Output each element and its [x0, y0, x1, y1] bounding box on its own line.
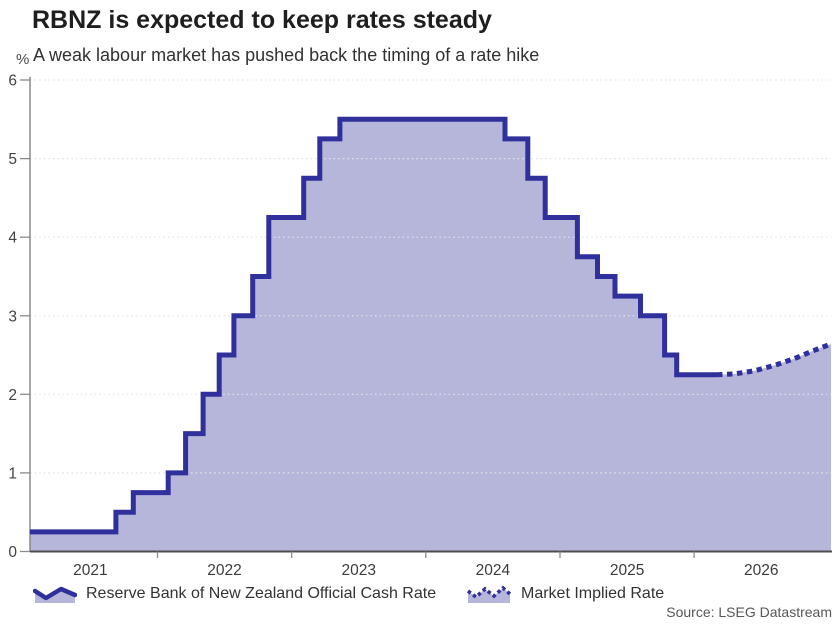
chart-subtitle: A weak labour market has pushed back the…	[33, 45, 540, 65]
svg-text:2: 2	[8, 387, 17, 404]
svg-text:2021: 2021	[73, 562, 107, 579]
legend-item-market-implied-rate: Market Implied Rate	[466, 583, 664, 605]
svg-text:2025: 2025	[610, 562, 644, 579]
svg-text:2022: 2022	[207, 562, 241, 579]
svg-text:2026: 2026	[744, 562, 778, 579]
svg-text:4: 4	[8, 230, 17, 247]
solid-line-area-icon	[33, 586, 77, 603]
legend-label-official-cash-rate: Reserve Bank of New Zealand Official Cas…	[86, 585, 437, 602]
dotted-line-area-icon	[466, 585, 512, 603]
source-note: Source: LSEG Datastream	[666, 604, 832, 620]
svg-text:6: 6	[8, 73, 17, 90]
svg-text:2024: 2024	[476, 562, 511, 579]
svg-text:0: 0	[8, 544, 17, 561]
svg-text:3: 3	[8, 308, 17, 325]
y-axis-unit-label: %	[16, 51, 30, 68]
legend-item-official-cash-rate: Reserve Bank of New Zealand Official Cas…	[33, 583, 436, 605]
svg-text:1: 1	[8, 465, 17, 482]
legend-label-market-implied-rate: Market Implied Rate	[521, 585, 665, 602]
svg-text:2023: 2023	[341, 562, 375, 579]
chart-title: RBNZ is expected to keep rates steady	[32, 6, 492, 34]
svg-text:5: 5	[8, 151, 17, 168]
